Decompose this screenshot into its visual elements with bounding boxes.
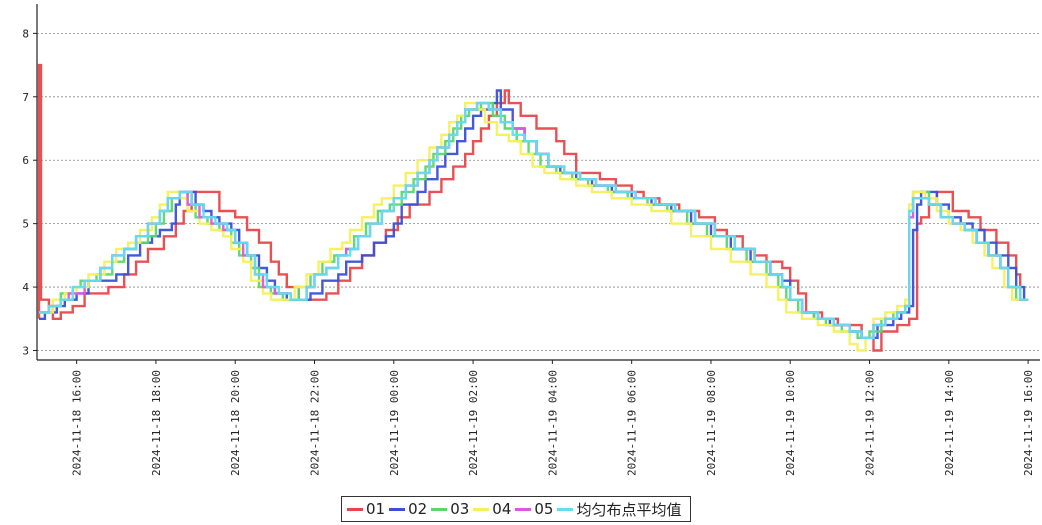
legend-swatch <box>557 507 574 511</box>
x-tick-label: 2024-11-18 20:00 <box>229 370 242 476</box>
x-tick-label: 2024-11-19 06:00 <box>626 370 639 476</box>
x-tick-label: 2024-11-19 16:00 <box>1022 370 1035 476</box>
y-tick-label: 3 <box>22 344 29 357</box>
series-line-5 <box>39 101 1029 339</box>
legend-swatch <box>347 507 363 511</box>
x-tick-label: 2024-11-19 00:00 <box>388 370 401 476</box>
x-tick-label: 2024-11-19 14:00 <box>943 370 956 476</box>
x-tick-label: 2024-11-19 12:00 <box>864 370 877 476</box>
legend-swatch <box>515 507 532 511</box>
legend-item: 04 <box>473 500 511 518</box>
x-tick-label: 2024-11-18 22:00 <box>309 370 322 476</box>
x-tick-label: 2024-11-19 10:00 <box>784 370 797 476</box>
legend-label: 05 <box>534 500 554 518</box>
legend-label: 04 <box>492 500 512 518</box>
legend-item: 03 <box>431 500 469 518</box>
y-tick-label: 5 <box>22 218 29 231</box>
y-tick-label: 4 <box>22 281 29 294</box>
x-tick-label: 2024-11-19 04:00 <box>546 370 559 476</box>
legend-item: 05 <box>515 500 553 518</box>
chart-legend: 01 02 03 04 05 均匀布点平均值 <box>341 496 692 522</box>
series-line-2 <box>39 89 1029 339</box>
legend-label: 均匀布点平均值 <box>576 500 682 519</box>
series-line-3 <box>39 101 1029 339</box>
legend-item: 02 <box>389 500 427 518</box>
x-tick-label: 2024-11-19 08:00 <box>705 370 718 476</box>
series-line-6 <box>39 101 1029 339</box>
legend-swatch <box>431 507 448 511</box>
x-tick-label: 2024-11-19 02:00 <box>467 370 480 476</box>
y-tick-label: 6 <box>22 154 29 167</box>
legend-label: 01 <box>366 500 386 518</box>
y-tick-label: 8 <box>22 27 29 40</box>
x-tick-label: 2024-11-18 16:00 <box>71 370 84 476</box>
legend-item: 01 <box>347 500 385 518</box>
series-line-1 <box>37 63 1029 352</box>
y-tick-label: 7 <box>22 91 29 104</box>
x-tick-label: 2024-11-18 18:00 <box>150 370 163 476</box>
legend-label: 03 <box>450 500 470 518</box>
legend-label: 02 <box>408 500 428 518</box>
legend-swatch <box>389 507 406 511</box>
legend-item: 均匀布点平均值 <box>557 499 681 520</box>
legend-swatch <box>473 507 490 511</box>
